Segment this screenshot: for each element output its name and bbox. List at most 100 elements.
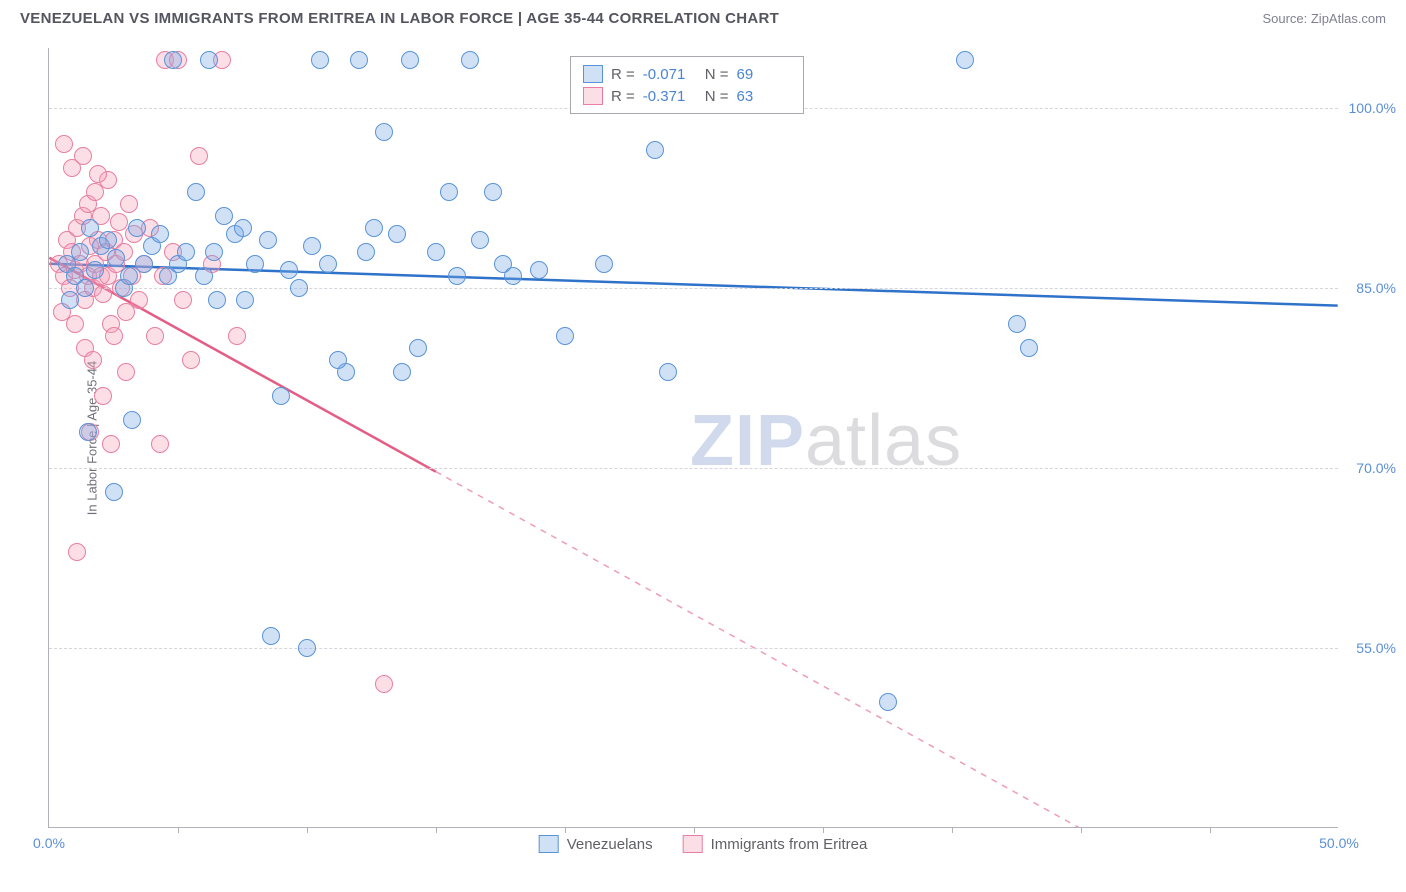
data-point-pink bbox=[146, 327, 164, 345]
y-tick-label: 100.0% bbox=[1349, 100, 1396, 116]
series-legend: Venezuelans Immigrants from Eritrea bbox=[539, 835, 868, 853]
data-point-blue bbox=[107, 249, 125, 267]
data-point-blue bbox=[120, 267, 138, 285]
data-point-blue bbox=[79, 423, 97, 441]
source-credit: Source: ZipAtlas.com bbox=[1262, 11, 1386, 26]
legend-swatch-pink bbox=[683, 835, 703, 853]
x-tick-mark bbox=[565, 827, 566, 833]
data-point-blue bbox=[81, 219, 99, 237]
data-point-pink bbox=[120, 195, 138, 213]
data-point-pink bbox=[190, 147, 208, 165]
data-point-blue bbox=[259, 231, 277, 249]
correlation-scatter-chart: In Labor Force | Age 35-44 55.0%70.0%85.… bbox=[48, 48, 1338, 828]
data-point-blue bbox=[1008, 315, 1026, 333]
data-point-pink bbox=[375, 675, 393, 693]
data-point-blue bbox=[956, 51, 974, 69]
data-point-blue bbox=[329, 351, 347, 369]
data-point-blue bbox=[393, 363, 411, 381]
correlation-stats-legend: R = -0.071 N = 69 R = -0.371 N = 63 bbox=[570, 56, 804, 114]
data-point-blue bbox=[187, 183, 205, 201]
data-point-blue bbox=[135, 255, 153, 273]
x-tick-mark bbox=[436, 827, 437, 833]
data-point-blue bbox=[461, 51, 479, 69]
data-point-pink bbox=[74, 147, 92, 165]
data-point-pink bbox=[110, 213, 128, 231]
y-tick-label: 55.0% bbox=[1356, 640, 1396, 656]
legend-stats-row-pink: R = -0.371 N = 63 bbox=[583, 85, 791, 107]
data-point-blue bbox=[1020, 339, 1038, 357]
data-point-blue bbox=[448, 267, 466, 285]
legend-item-blue: Venezuelans bbox=[539, 835, 653, 853]
data-point-blue bbox=[659, 363, 677, 381]
legend-swatch-blue bbox=[583, 65, 603, 83]
data-point-blue bbox=[530, 261, 548, 279]
x-tick-mark bbox=[1081, 827, 1082, 833]
data-point-blue bbox=[86, 261, 104, 279]
data-point-pink bbox=[102, 435, 120, 453]
data-point-blue bbox=[236, 291, 254, 309]
legend-item-pink: Immigrants from Eritrea bbox=[683, 835, 868, 853]
legend-swatch-pink bbox=[583, 87, 603, 105]
x-tick-label: 50.0% bbox=[1319, 835, 1359, 851]
data-point-blue bbox=[71, 243, 89, 261]
data-point-pink bbox=[55, 135, 73, 153]
data-point-pink bbox=[105, 327, 123, 345]
chart-title: VENEZUELAN VS IMMIGRANTS FROM ERITREA IN… bbox=[20, 10, 779, 27]
data-point-blue bbox=[646, 141, 664, 159]
data-point-pink bbox=[117, 363, 135, 381]
data-point-blue bbox=[195, 267, 213, 285]
gridline-h bbox=[49, 648, 1338, 649]
data-point-blue bbox=[401, 51, 419, 69]
data-point-blue bbox=[76, 279, 94, 297]
data-point-blue bbox=[365, 219, 383, 237]
data-point-blue bbox=[246, 255, 264, 273]
data-point-blue bbox=[128, 219, 146, 237]
data-point-blue bbox=[311, 51, 329, 69]
data-point-blue bbox=[290, 279, 308, 297]
legend-swatch-blue bbox=[539, 835, 559, 853]
data-point-blue bbox=[388, 225, 406, 243]
data-point-pink bbox=[94, 285, 112, 303]
data-point-blue bbox=[151, 225, 169, 243]
x-tick-mark bbox=[823, 827, 824, 833]
data-point-blue bbox=[427, 243, 445, 261]
trend-lines bbox=[49, 48, 1338, 827]
data-point-pink bbox=[228, 327, 246, 345]
data-point-blue bbox=[298, 639, 316, 657]
x-tick-mark bbox=[1210, 827, 1211, 833]
data-point-blue bbox=[556, 327, 574, 345]
data-point-blue bbox=[471, 231, 489, 249]
data-point-blue bbox=[440, 183, 458, 201]
legend-stats-row-blue: R = -0.071 N = 69 bbox=[583, 63, 791, 85]
data-point-blue bbox=[215, 207, 233, 225]
x-tick-mark bbox=[952, 827, 953, 833]
x-tick-label: 0.0% bbox=[33, 835, 65, 851]
data-point-blue bbox=[375, 123, 393, 141]
data-point-blue bbox=[123, 411, 141, 429]
y-tick-label: 85.0% bbox=[1356, 280, 1396, 296]
data-point-blue bbox=[504, 267, 522, 285]
data-point-blue bbox=[105, 483, 123, 501]
data-point-blue bbox=[61, 291, 79, 309]
data-point-blue bbox=[262, 627, 280, 645]
data-point-blue bbox=[357, 243, 375, 261]
data-point-blue bbox=[319, 255, 337, 273]
y-tick-label: 70.0% bbox=[1356, 460, 1396, 476]
data-point-blue bbox=[409, 339, 427, 357]
data-point-blue bbox=[208, 291, 226, 309]
data-point-pink bbox=[68, 543, 86, 561]
data-point-pink bbox=[151, 435, 169, 453]
data-point-blue bbox=[272, 387, 290, 405]
x-tick-mark bbox=[694, 827, 695, 833]
data-point-blue bbox=[200, 51, 218, 69]
data-point-pink bbox=[94, 387, 112, 405]
data-point-blue bbox=[595, 255, 613, 273]
data-point-pink bbox=[130, 291, 148, 309]
data-point-pink bbox=[182, 351, 200, 369]
data-point-blue bbox=[99, 231, 117, 249]
data-point-pink bbox=[174, 291, 192, 309]
gridline-h bbox=[49, 288, 1338, 289]
x-tick-mark bbox=[178, 827, 179, 833]
gridline-h bbox=[49, 468, 1338, 469]
data-point-blue bbox=[177, 243, 195, 261]
